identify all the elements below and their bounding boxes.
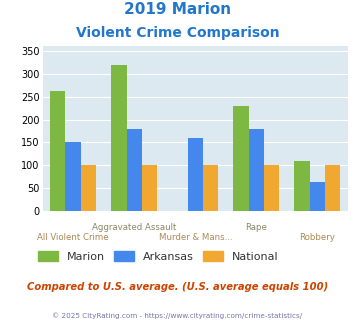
Text: Rape: Rape <box>245 223 267 232</box>
Bar <box>126 129 142 211</box>
Bar <box>264 165 279 211</box>
Bar <box>294 161 310 211</box>
Bar <box>111 65 126 211</box>
Text: 2019 Marion: 2019 Marion <box>124 2 231 16</box>
Text: © 2025 CityRating.com - https://www.cityrating.com/crime-statistics/: © 2025 CityRating.com - https://www.city… <box>53 312 302 318</box>
Text: All Violent Crime: All Violent Crime <box>37 233 109 242</box>
Bar <box>234 106 248 211</box>
Bar <box>188 138 203 211</box>
Bar <box>203 165 218 211</box>
Legend: Marion, Arkansas, National: Marion, Arkansas, National <box>34 247 283 266</box>
Text: Aggravated Assault: Aggravated Assault <box>92 223 176 232</box>
Bar <box>248 129 264 211</box>
Bar <box>81 165 96 211</box>
Bar <box>325 165 340 211</box>
Text: Robbery: Robbery <box>299 233 335 242</box>
Text: Compared to U.S. average. (U.S. average equals 100): Compared to U.S. average. (U.S. average … <box>27 282 328 292</box>
Bar <box>50 91 66 211</box>
Text: Violent Crime Comparison: Violent Crime Comparison <box>76 26 279 40</box>
Bar <box>310 182 325 211</box>
Bar <box>142 165 157 211</box>
Text: Murder & Mans...: Murder & Mans... <box>158 233 232 242</box>
Bar <box>66 142 81 211</box>
